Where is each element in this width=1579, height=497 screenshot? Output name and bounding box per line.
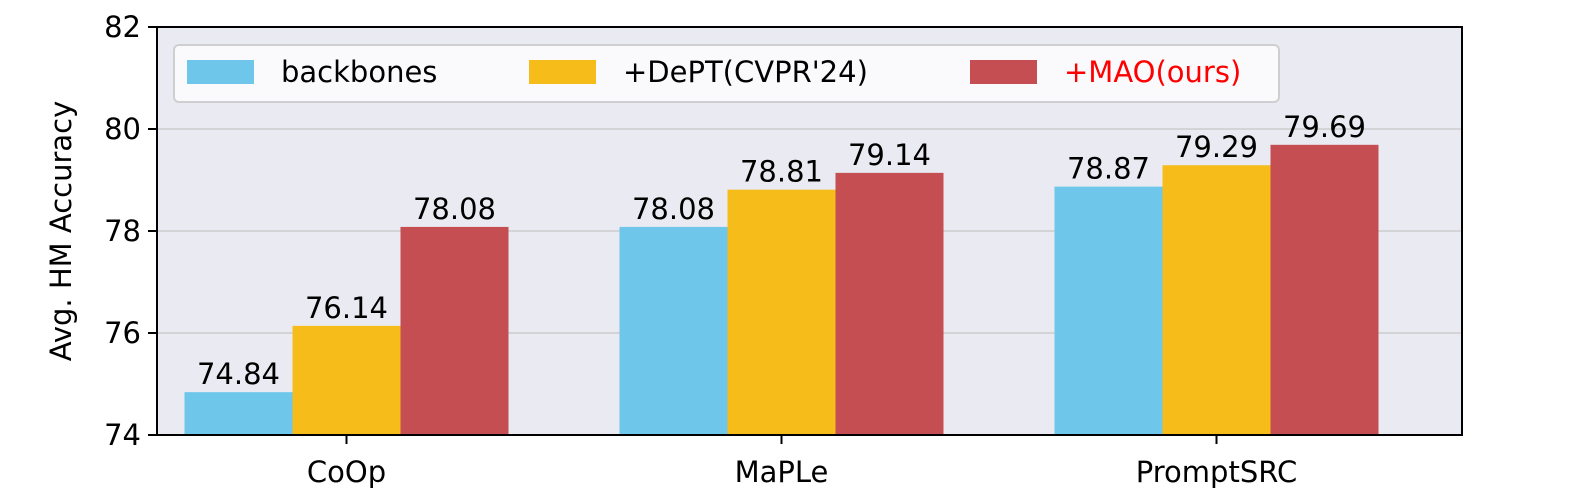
bar xyxy=(727,189,836,435)
bar xyxy=(184,392,293,435)
x-tick-label: MaPLe xyxy=(735,455,829,489)
legend-label: +DePT(CVPR'24) xyxy=(623,55,868,89)
bar-value-label: 78.08 xyxy=(413,192,496,226)
legend: backbones +DePT(CVPR'24) +MAO(ours) xyxy=(173,44,1280,103)
legend-box xyxy=(173,44,1280,103)
legend-swatch xyxy=(529,60,596,84)
value-labels: 74.84 76.14 78.08 78.08 78.81 79.14 78.87 79.29… xyxy=(197,110,1366,391)
bars xyxy=(184,144,1379,436)
bar xyxy=(1162,165,1271,435)
bar-value-label: 74.84 xyxy=(197,357,280,391)
legend-label: +MAO(ours) xyxy=(1064,55,1241,89)
bar-value-label: 78.81 xyxy=(740,155,823,189)
bar-value-label: 78.87 xyxy=(1067,152,1150,186)
bar xyxy=(400,226,509,435)
y-tick-label: 80 xyxy=(104,112,141,146)
y-tick-label: 78 xyxy=(104,214,141,248)
legend-label: backbones xyxy=(281,55,437,89)
y-tick-label: 74 xyxy=(104,418,141,452)
legend-swatch xyxy=(187,60,254,84)
x-tick-label: CoOp xyxy=(307,455,386,489)
y-tick-label: 82 xyxy=(104,10,141,44)
bar-value-label: 79.69 xyxy=(1283,110,1366,144)
bar-value-label: 79.14 xyxy=(848,138,931,172)
x-axis: CoOp MaPLe PromptSRC xyxy=(307,435,1297,489)
y-axis: 74 76 78 80 82 xyxy=(104,10,157,452)
x-tick-label: PromptSRC xyxy=(1136,455,1297,489)
y-axis-label: Avg. HM Accuracy xyxy=(44,101,78,362)
legend-swatch xyxy=(970,60,1037,84)
bar-value-label: 78.08 xyxy=(632,192,715,226)
y-tick-label: 76 xyxy=(104,316,141,350)
bar-value-label: 76.14 xyxy=(305,291,388,325)
bar xyxy=(1054,186,1163,435)
bar-value-label: 79.29 xyxy=(1175,130,1258,164)
bar xyxy=(619,226,728,435)
bar xyxy=(1270,144,1379,435)
bar xyxy=(835,172,944,436)
bar xyxy=(292,325,401,435)
